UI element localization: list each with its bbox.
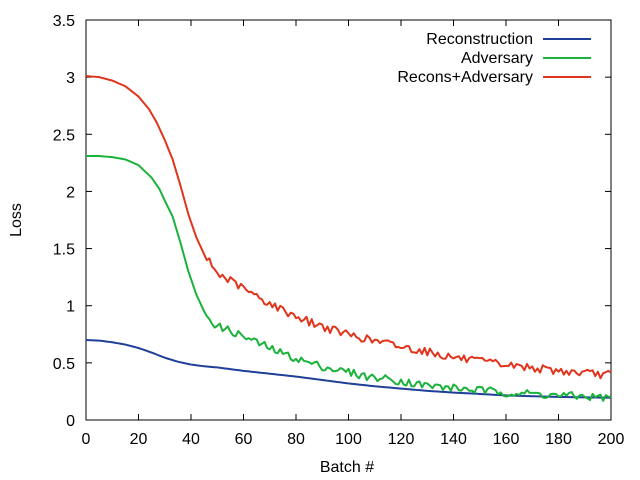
legend-label-reconstruction: Reconstruction <box>426 31 533 48</box>
x-axis-title: Batch # <box>320 459 374 476</box>
series-lines <box>85 75 612 402</box>
x-tick-label: 60 <box>235 431 253 448</box>
y-tick-label: 0 <box>66 413 75 430</box>
y-tick-label: 0.5 <box>53 356 75 373</box>
x-tick-label: 180 <box>545 431 572 448</box>
series-line-recons-adversary <box>85 75 612 380</box>
x-tick-label: 20 <box>130 431 148 448</box>
x-tick-label: 40 <box>182 431 200 448</box>
series-line-reconstruction <box>85 339 612 399</box>
y-tick-label: 2.5 <box>53 127 75 144</box>
x-tick-label: 120 <box>388 431 415 448</box>
y-axis-title: Loss <box>8 203 25 237</box>
x-tick-label: 0 <box>82 431 91 448</box>
y-tick-label: 1 <box>66 299 75 316</box>
x-tick-label: 80 <box>287 431 305 448</box>
x-tick-label: 140 <box>440 431 467 448</box>
x-tick-label: 160 <box>493 431 520 448</box>
y-tick-label: 3 <box>66 70 75 87</box>
x-tick-label: 200 <box>598 431 625 448</box>
axes: 0 20 40 60 80 100 120 140 160 180 200 0 0.5 1 1.5 2 2.5 3… <box>53 13 625 448</box>
legend-label-recons-adversary: Recons+Adversary <box>397 69 533 86</box>
y-tick-label: 2 <box>66 184 75 201</box>
x-tick-label: 100 <box>335 431 362 448</box>
legend: Reconstruction Adversary Recons+Adversary <box>397 31 591 86</box>
y-tick-label: 3.5 <box>53 13 75 30</box>
y-tick-label: 1.5 <box>53 242 75 259</box>
series-line-adversary <box>86 155 612 402</box>
legend-label-adversary: Adversary <box>461 50 533 67</box>
